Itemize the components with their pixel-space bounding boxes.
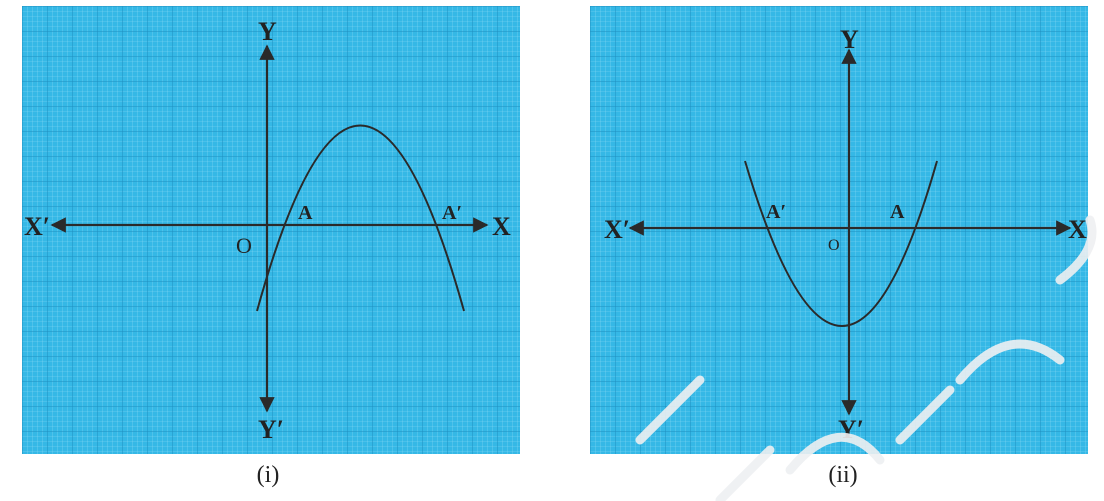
origin-label: O: [828, 237, 840, 254]
root-a-label: A: [298, 202, 313, 224]
root-a-prime-label: A′: [442, 202, 462, 224]
figure-ii-panel: Y Y′ X X′ O A′ A: [590, 6, 1088, 454]
x-axis-label: X: [492, 212, 511, 241]
parabola-curve: [256, 124, 465, 312]
origin-label: O: [236, 233, 252, 258]
y-prime-axis-label: Y′: [838, 415, 864, 444]
x-axis-label: X: [1068, 215, 1087, 244]
y-prime-axis-label: Y′: [258, 415, 284, 444]
x-prime-axis-label: X′: [604, 215, 630, 244]
major-grid: [22, 6, 520, 454]
figure-ii-graph: Y Y′ X X′ O A′ A: [590, 6, 1088, 454]
parabola-curve: [744, 160, 938, 327]
figure-i-panel: Y Y′ X X′ O A A′: [22, 6, 520, 454]
y-axis-label: Y: [258, 17, 277, 46]
x-prime-axis-label: X′: [24, 212, 50, 241]
figure-i-graph: Y Y′ X X′ O A A′: [22, 6, 520, 454]
root-a-prime-label: A′: [766, 201, 786, 223]
figure-ii-caption: (ii): [828, 462, 858, 488]
major-grid: [590, 6, 1088, 454]
root-a-label: A: [890, 201, 905, 223]
figure-i-caption: (i): [256, 462, 280, 488]
y-axis-label: Y: [840, 25, 859, 54]
